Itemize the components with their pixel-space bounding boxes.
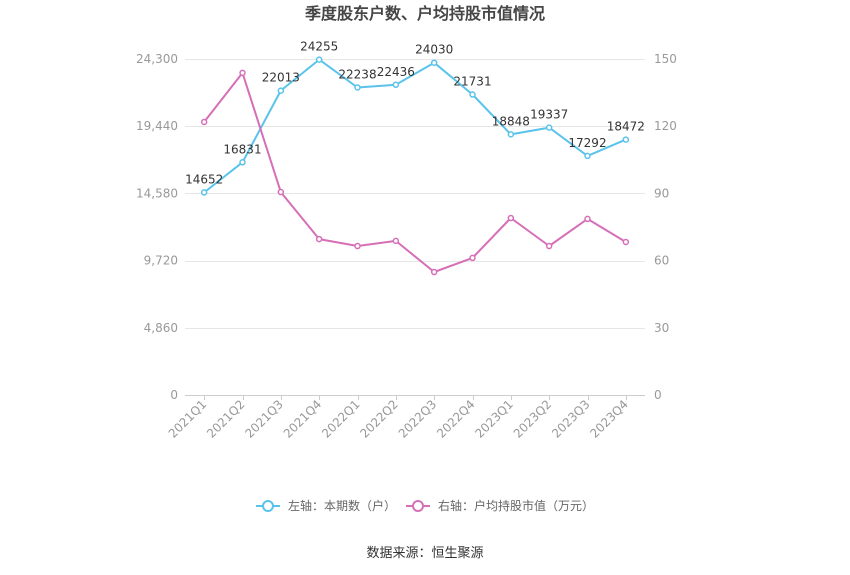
left-axis-tick-label: 14,580: [136, 186, 178, 200]
series-point: [507, 214, 515, 222]
data-source-note: 数据来源：恒生聚源: [366, 546, 484, 561]
right-axis: 0 30 60 90 120 150: [654, 52, 677, 402]
series-point: [277, 87, 285, 94]
right-axis-tick-label: 150: [654, 52, 677, 66]
series-point: [239, 159, 246, 166]
x-axis-tick-label: 2023Q1: [472, 397, 516, 441]
x-axis-tick-label: 2023Q2: [511, 397, 555, 441]
x-axis-tick-label: 2023Q4: [587, 397, 631, 441]
series-point: [622, 238, 630, 246]
series-point: [584, 215, 591, 223]
series-point: [354, 242, 361, 250]
chart-title: 季度股东户数、户均持股市值情况: [304, 4, 545, 23]
x-axis-tick-label: 2021Q2: [204, 397, 248, 441]
series-point: [469, 254, 476, 262]
right-axis-tick-label: 30: [654, 321, 669, 335]
x-axis-tick-label: 2022Q1: [319, 397, 363, 441]
left-axis-tick-label: 4,860: [144, 321, 178, 335]
series-point: [430, 59, 438, 66]
legend-item-left-axis-series[interactable]: 左轴：本期数（户）: [255, 497, 396, 515]
legend-label: 左轴：本期数（户）: [287, 499, 396, 513]
series-right-axis: [200, 69, 630, 276]
series-point: [200, 118, 208, 126]
data-label: 14652: [185, 172, 223, 186]
data-label: 17292: [568, 136, 606, 150]
chart-canvas: 0 4,860 9,720 14,580 19,440 24,300 0 30 60 90 120 1…: [136, 40, 677, 441]
left-axis-tick-label: 0: [170, 388, 178, 402]
legend-marker-circle: [412, 500, 424, 512]
series-point: [315, 56, 323, 63]
series-point: [469, 91, 476, 98]
series-point: [392, 81, 400, 89]
x-axis: 2021Q12021Q22021Q32021Q42022Q12022Q22022…: [166, 395, 645, 441]
data-label: 24255: [300, 40, 338, 54]
legend-label: 右轴：户均持股市值（万元）: [438, 499, 595, 513]
grid-lines: [185, 59, 645, 329]
x-axis-tick-label: 2021Q1: [166, 397, 210, 441]
data-label: 16831: [223, 142, 261, 156]
legend-line-marker-icon: [406, 500, 430, 512]
chart-legend: 左轴：本期数（户） 右轴：户均持股市值（万元）: [0, 497, 850, 515]
x-axis-tick-label: 2021Q3: [242, 397, 286, 441]
x-axis-tick-label: 2022Q4: [434, 397, 478, 441]
data-label: 18848: [492, 114, 530, 128]
series-point: [392, 237, 400, 245]
series-point: [315, 235, 323, 243]
right-axis-tick-label: 0: [654, 388, 662, 402]
x-axis-tick-label: 2021Q4: [281, 397, 325, 441]
series-point: [430, 268, 438, 276]
series-point: [277, 188, 285, 196]
legend-marker-circle: [261, 500, 274, 512]
x-axis-tick-label: 2022Q2: [357, 397, 401, 441]
left-axis: 0 4,860 9,720 14,580 19,440 24,300: [136, 52, 178, 402]
data-label: 22013: [262, 71, 300, 85]
series-line: [203, 71, 627, 273]
right-axis-tick-label: 120: [654, 119, 677, 133]
series-point: [200, 189, 208, 196]
x-axis-tick-label: 2022Q3: [396, 397, 440, 441]
x-axis-tick-label: 2023Q3: [549, 397, 593, 441]
series-line: [203, 58, 627, 194]
series-point: [545, 124, 553, 131]
left-axis-tick-label: 24,300: [136, 52, 178, 66]
legend-item-right-axis-series[interactable]: 右轴：户均持股市值（万元）: [406, 497, 594, 515]
right-axis-tick-label: 60: [654, 254, 669, 268]
data-label: 18472: [607, 120, 645, 134]
series-point: [622, 136, 630, 143]
data-label: 19337: [530, 108, 568, 122]
data-label: 22238: [338, 68, 376, 82]
left-axis-tick-label: 9,720: [144, 254, 178, 268]
series-point: [507, 131, 515, 138]
series-point: [584, 152, 591, 160]
left-axis-tick-label: 19,440: [136, 119, 178, 133]
legend-line-marker-icon: [255, 500, 280, 512]
series-point: [239, 69, 246, 77]
data-label: 22436: [377, 65, 415, 79]
right-axis-tick-label: 90: [654, 186, 669, 200]
data-label: 21731: [453, 75, 491, 89]
series-point: [354, 84, 361, 91]
series-point: [545, 242, 553, 250]
data-label: 24030: [415, 43, 453, 57]
